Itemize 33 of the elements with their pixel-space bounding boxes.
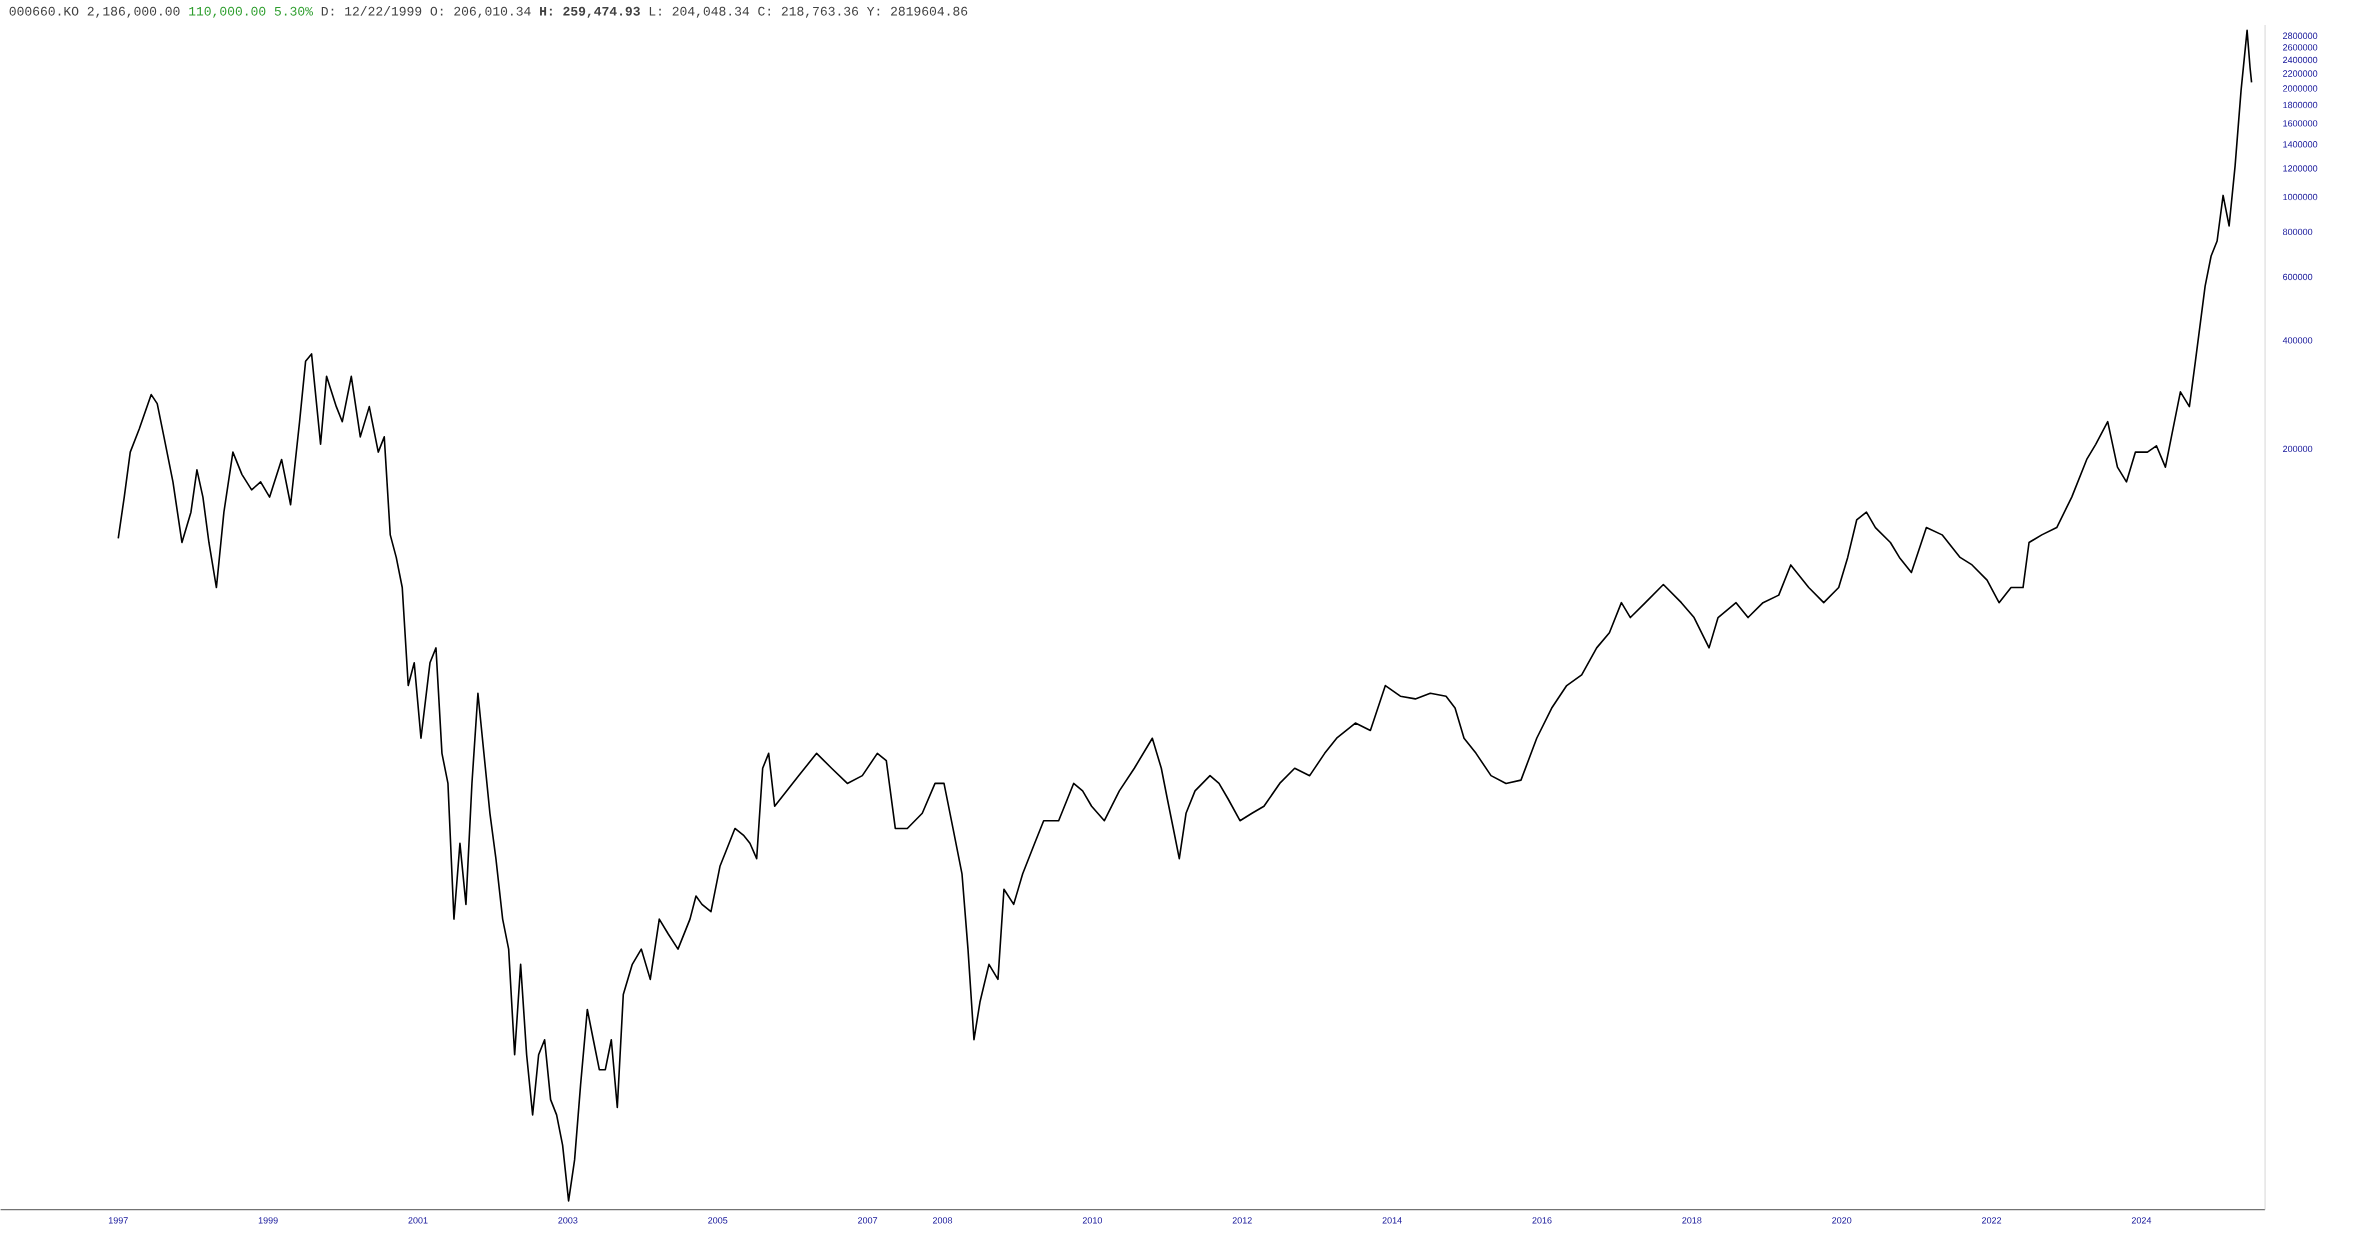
- x-tick-label: 2014: [1382, 1217, 1402, 1224]
- x-tick-label: 1999: [258, 1217, 278, 1224]
- x-tick-label: 2024: [2131, 1217, 2152, 1224]
- x-tick-label: 2018: [1682, 1217, 1702, 1224]
- x-tick-label: 2010: [1082, 1217, 1103, 1224]
- y-tick-label: 600000: [2283, 273, 2313, 281]
- y-tick-label: 200000: [2283, 445, 2313, 453]
- y-tick-label: 1600000: [2283, 120, 2318, 127]
- y-tick-label: 1400000: [2283, 141, 2318, 148]
- y-tick-label: 800000: [2282, 228, 2313, 236]
- y-tick-label: 400000: [2282, 337, 2313, 344]
- x-tick-label: 2012: [1232, 1217, 1252, 1224]
- y-tick-label: 1200000: [2283, 165, 2318, 172]
- x-tick-label: 2003: [558, 1217, 578, 1224]
- y-tick-label: 2600000: [2283, 44, 2318, 51]
- y-tick-label: 2400000: [2283, 56, 2318, 64]
- x-tick-label: 2005: [708, 1217, 728, 1224]
- text: D: 12/22/1999 O: 206,010.34 H: 259,474.93 L: 204,048.34 C: 218,763.36 Y: 2819604.86: [321, 6, 968, 18]
- y-tick-label: 2200000: [2283, 70, 2318, 77]
- y-tick-label: 2000000: [2283, 85, 2318, 92]
- x-tick-label: 2016: [1532, 1217, 1552, 1224]
- x-tick-label: 1997: [108, 1217, 128, 1224]
- y-tick-label: 1000000: [2283, 193, 2318, 201]
- line-series: [117, 29, 2253, 1202]
- x-tick-label: 2001: [408, 1217, 428, 1224]
- y-tick-label: 1800000: [2283, 101, 2318, 109]
- x-tick-label: 2007: [858, 1217, 878, 1224]
- chart-subtitle: 110,000.00 5.30%: [189, 6, 313, 18]
- x-tick-label: 2022: [1982, 1217, 2002, 1224]
- chart-title: 000660.KO 2,186,000.00: [9, 6, 180, 18]
- y-tick-label: 2800000: [2283, 32, 2318, 40]
- x-tick-label: 2020: [1832, 1217, 1852, 1224]
- x-tick-label: 2008: [932, 1217, 953, 1224]
